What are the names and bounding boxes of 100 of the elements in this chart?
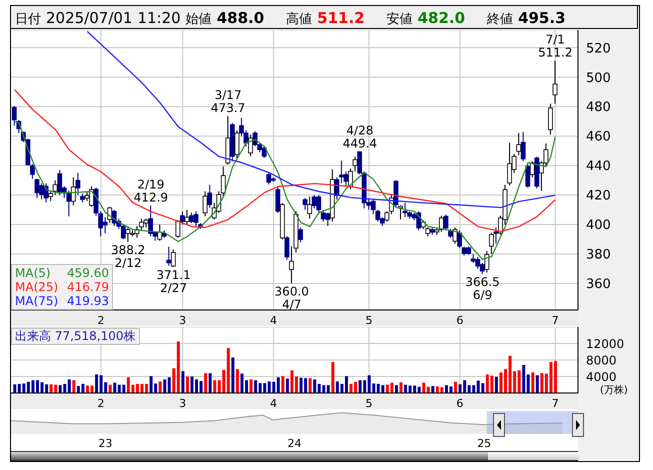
candlestick: [34, 178, 40, 198]
bar: [481, 383, 484, 393]
y-tick-label: 500: [586, 70, 611, 86]
y-tick-label: 440: [586, 159, 611, 174]
bar: [331, 362, 334, 393]
bar: [236, 369, 239, 393]
bar: [150, 376, 153, 393]
y-tick-label: 4000: [586, 370, 617, 384]
x-tick-label: 5: [365, 314, 372, 327]
bar: [404, 384, 408, 393]
candlestick: [170, 249, 176, 268]
bar: [522, 364, 526, 393]
candlestick: [325, 212, 330, 226]
annotation: 419.93: [67, 294, 109, 308]
x-tick-label: 3: [179, 396, 186, 410]
bar: [176, 341, 180, 393]
text: MA(75): [15, 294, 60, 308]
bar: [213, 380, 216, 393]
bar: [113, 382, 116, 393]
y-tick-label: 420: [586, 188, 611, 204]
text: MA(25): [15, 280, 60, 294]
bar: [50, 384, 53, 393]
candlestick: [516, 132, 522, 156]
bar: [168, 377, 171, 393]
bar: [186, 376, 189, 393]
candlestick: [307, 196, 312, 220]
x-tick-label: 7: [552, 314, 559, 327]
candlestick: [475, 256, 480, 270]
bar: [158, 381, 162, 393]
bar: [394, 385, 398, 393]
candlestick: [552, 60, 558, 104]
bar: [72, 380, 76, 393]
bar: [163, 379, 166, 393]
bar: [313, 379, 316, 393]
candlestick: [320, 209, 326, 222]
candlestick: [184, 209, 190, 226]
x-tick-label: 7: [552, 396, 559, 410]
candlestick: [312, 194, 317, 209]
x-tick-label: 23: [98, 436, 112, 450]
bar: [458, 384, 462, 393]
candlestick: [488, 232, 494, 254]
candlestick: [316, 194, 322, 215]
bar: [58, 385, 62, 393]
candlestick: [444, 214, 448, 231]
bar: [358, 380, 362, 393]
bar: [308, 378, 312, 393]
bar: [350, 384, 353, 393]
text: MA(5): [15, 266, 52, 280]
annotation: 366.5 6/9: [465, 274, 500, 302]
x-tick-label: 5: [365, 396, 372, 410]
bar: [440, 387, 444, 393]
bar: [276, 377, 280, 393]
candlestick: [175, 220, 180, 238]
bar: [226, 348, 230, 393]
bar: [381, 385, 384, 393]
bar: [422, 382, 426, 393]
candlestick: [298, 226, 303, 243]
bar: [390, 382, 394, 393]
candlestick: [180, 210, 185, 226]
annotation: 388.2 2/12: [110, 242, 146, 270]
x-tick-label: 3: [179, 314, 186, 327]
chart-title: 日付 2025/07/01 11:20 始値 488.0 高値 511.2 安値 482.0 終値 495.3: [15, 9, 566, 27]
bar: [68, 379, 71, 393]
x-tick-label: 24: [288, 436, 302, 450]
annotation: 3/17 473.7: [210, 88, 246, 115]
annotation: 7/1 511.2: [538, 32, 572, 60]
bar: [281, 376, 284, 393]
candlestick: [284, 236, 290, 260]
annotation: 4/28 449.4: [342, 124, 378, 151]
candlestick: [520, 131, 526, 162]
candlestick: [234, 130, 240, 159]
bar: [231, 358, 234, 393]
candlestick: [12, 105, 17, 126]
bar: [531, 372, 534, 393]
bar: [449, 386, 452, 393]
bar: [454, 382, 458, 393]
bar: [400, 382, 403, 393]
annotation: 360.0 4/7: [274, 284, 309, 312]
candlestick: [302, 198, 308, 210]
bar: [286, 378, 289, 393]
y-tick-label: 520: [586, 41, 611, 56]
bar: [490, 376, 494, 393]
bar: [344, 376, 348, 393]
y-tick-label: 8000: [586, 353, 617, 368]
y-tick-label: 12000: [586, 336, 624, 351]
annotation: 2/19 412.9: [134, 178, 168, 205]
y-tick-label: 380: [586, 248, 611, 263]
bar: [536, 375, 539, 393]
candlestick: [207, 184, 212, 208]
bar: [95, 374, 98, 393]
bar: [431, 386, 434, 393]
x-tick-label: 4: [270, 314, 278, 327]
bar: [122, 384, 126, 393]
x-tick-label: 6: [456, 396, 464, 410]
x-tick-label: 4: [270, 396, 278, 410]
bar: [254, 380, 258, 393]
candlestick: [75, 172, 80, 196]
bar: [108, 384, 112, 393]
candlestick: [248, 134, 253, 157]
x-tick-label: 2: [97, 396, 104, 410]
